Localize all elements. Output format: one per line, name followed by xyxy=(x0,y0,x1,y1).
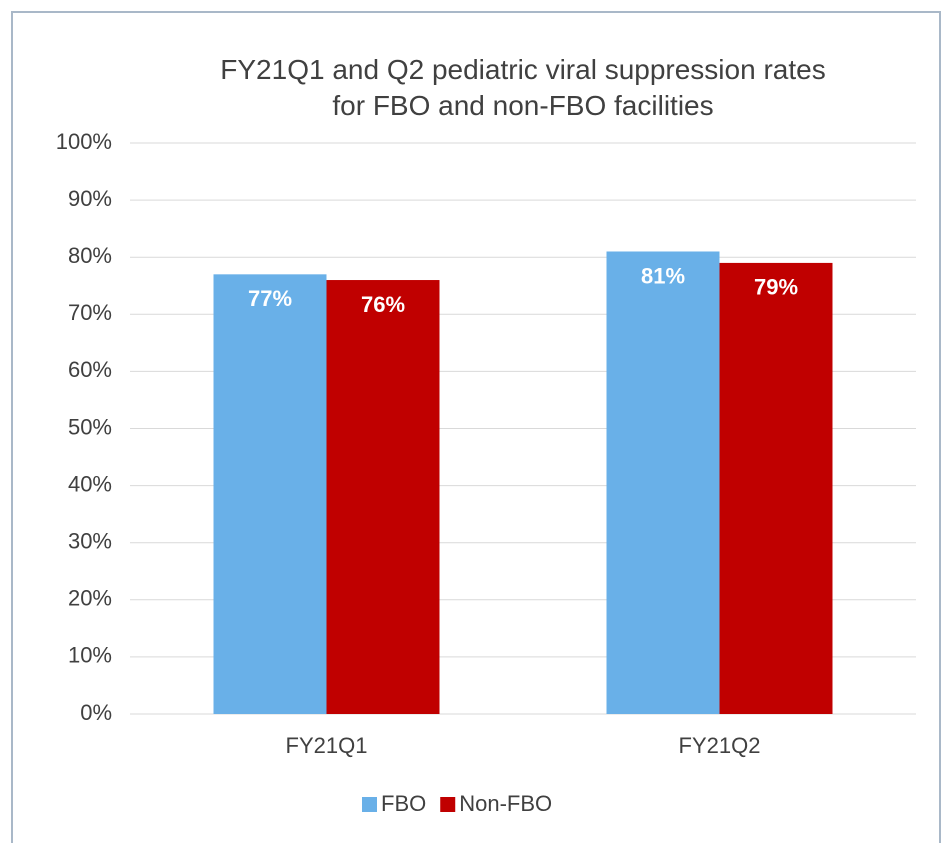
bar xyxy=(606,251,720,715)
x-tick-label: FY21Q1 xyxy=(286,733,368,758)
bar xyxy=(719,262,833,714)
bar xyxy=(213,274,327,714)
value-label: 81% xyxy=(641,263,685,288)
y-tick-label: 40% xyxy=(68,471,112,496)
x-tick-label: FY21Q2 xyxy=(679,733,761,758)
value-label: 79% xyxy=(754,275,798,300)
value-label: 77% xyxy=(248,286,292,311)
y-tick-label: 60% xyxy=(68,357,112,382)
y-tick-label: 50% xyxy=(68,414,112,439)
y-tick-label: 70% xyxy=(68,300,112,325)
y-tick-label: 90% xyxy=(68,186,112,211)
value-label: 76% xyxy=(361,292,405,317)
y-tick-label: 30% xyxy=(68,529,112,554)
y-tick-label: 10% xyxy=(68,643,112,668)
y-tick-label: 80% xyxy=(68,243,112,268)
chart-title: FY21Q1 and Q2 pediatric viral suppressio… xyxy=(220,54,826,121)
legend-label: FBO xyxy=(381,791,426,816)
y-tick-label: 20% xyxy=(68,586,112,611)
legend-label: Non-FBO xyxy=(459,791,552,816)
legend-swatch xyxy=(362,797,377,812)
chart-border xyxy=(11,11,941,843)
bar xyxy=(326,280,440,714)
legend-swatch xyxy=(440,797,456,812)
y-tick-label: 0% xyxy=(80,700,112,725)
y-tick-label: 100% xyxy=(56,129,112,154)
